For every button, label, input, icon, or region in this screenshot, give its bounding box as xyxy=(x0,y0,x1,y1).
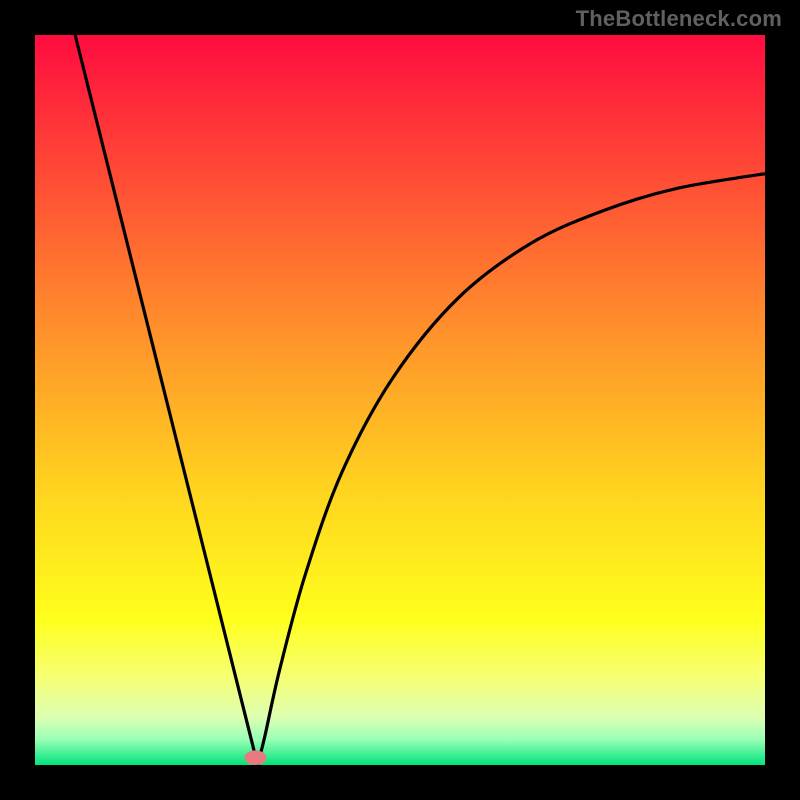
figure-frame: TheBottleneck.com xyxy=(0,0,800,800)
bottleneck-chart xyxy=(35,35,765,765)
watermark-text: TheBottleneck.com xyxy=(576,6,782,32)
gradient-background xyxy=(35,35,765,765)
optimum-marker xyxy=(245,750,267,765)
